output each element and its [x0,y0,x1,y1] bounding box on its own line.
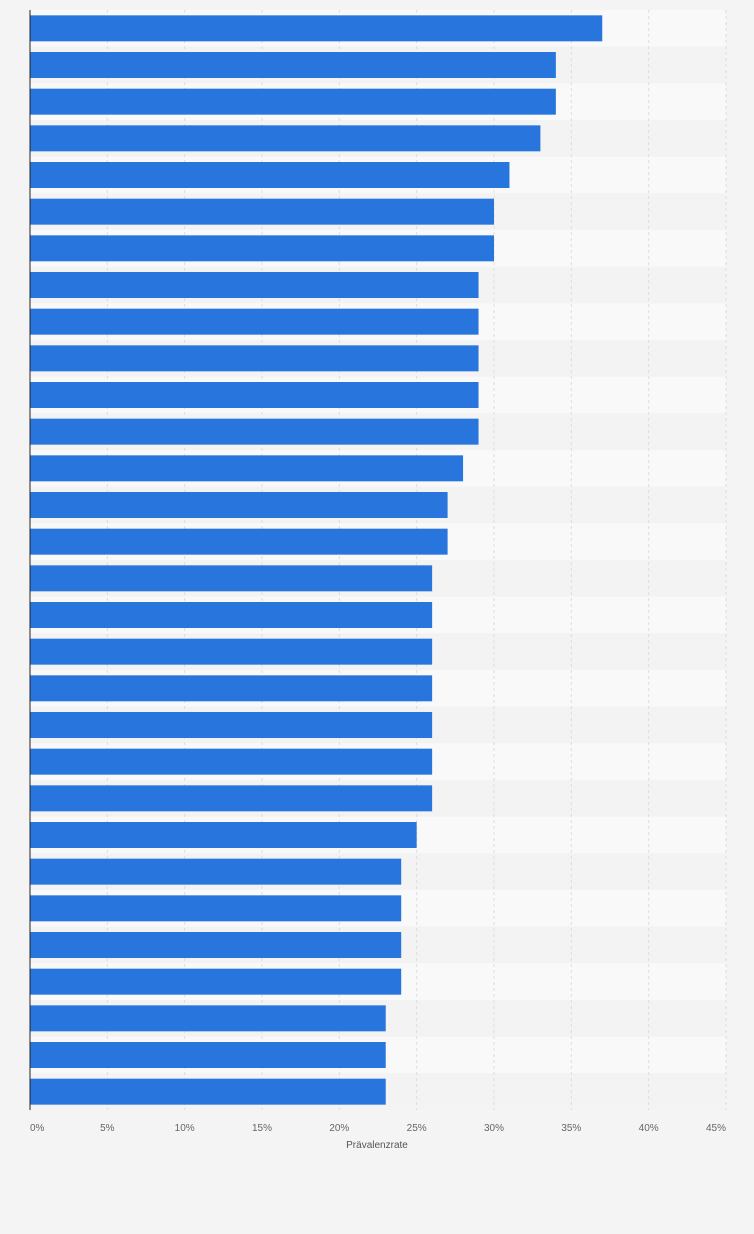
bar[interactable] [30,345,479,372]
bar[interactable] [30,492,448,518]
x-axis-label: Prävalenzrate [346,1140,408,1151]
bar[interactable] [30,968,402,995]
bar[interactable] [30,1042,386,1068]
x-tick-label: 5% [100,1123,115,1134]
bar[interactable] [30,1005,386,1032]
x-tick-label: 25% [407,1123,427,1134]
bar[interactable] [30,712,433,738]
bar[interactable] [30,198,494,225]
bar[interactable] [30,308,479,335]
bar[interactable] [30,565,433,592]
x-tick-label: 35% [561,1123,581,1134]
bar[interactable] [30,895,402,922]
x-tick-label: 15% [252,1123,272,1134]
x-tick-labels: 0% 5% 10% 15% 20% 25% 30% 35% 40% 45% [30,1123,726,1134]
x-tick-label: 0% [30,1123,45,1134]
bar[interactable] [30,858,402,885]
x-tick-label: 40% [639,1123,659,1134]
bar[interactable] [30,125,541,152]
bar[interactable] [30,638,433,665]
bar[interactable] [30,1078,386,1105]
bar[interactable] [30,418,479,445]
bar[interactable] [30,675,433,702]
bar[interactable] [30,602,433,628]
x-tick-label: 45% [706,1123,726,1134]
bar[interactable] [30,15,603,42]
bar[interactable] [30,822,417,848]
bar[interactable] [30,88,556,115]
bar[interactable] [30,272,479,298]
bar[interactable] [30,785,433,812]
bar[interactable] [30,748,433,775]
bar[interactable] [30,162,510,188]
x-tick-label: 20% [329,1123,349,1134]
x-tick-label: 30% [484,1123,504,1134]
bar[interactable] [30,52,556,78]
bars [30,15,603,1105]
x-tick-label: 10% [175,1123,195,1134]
bar[interactable] [30,455,464,482]
bar[interactable] [30,932,402,958]
bar[interactable] [30,235,494,262]
bar[interactable] [30,528,448,555]
bar[interactable] [30,382,479,408]
